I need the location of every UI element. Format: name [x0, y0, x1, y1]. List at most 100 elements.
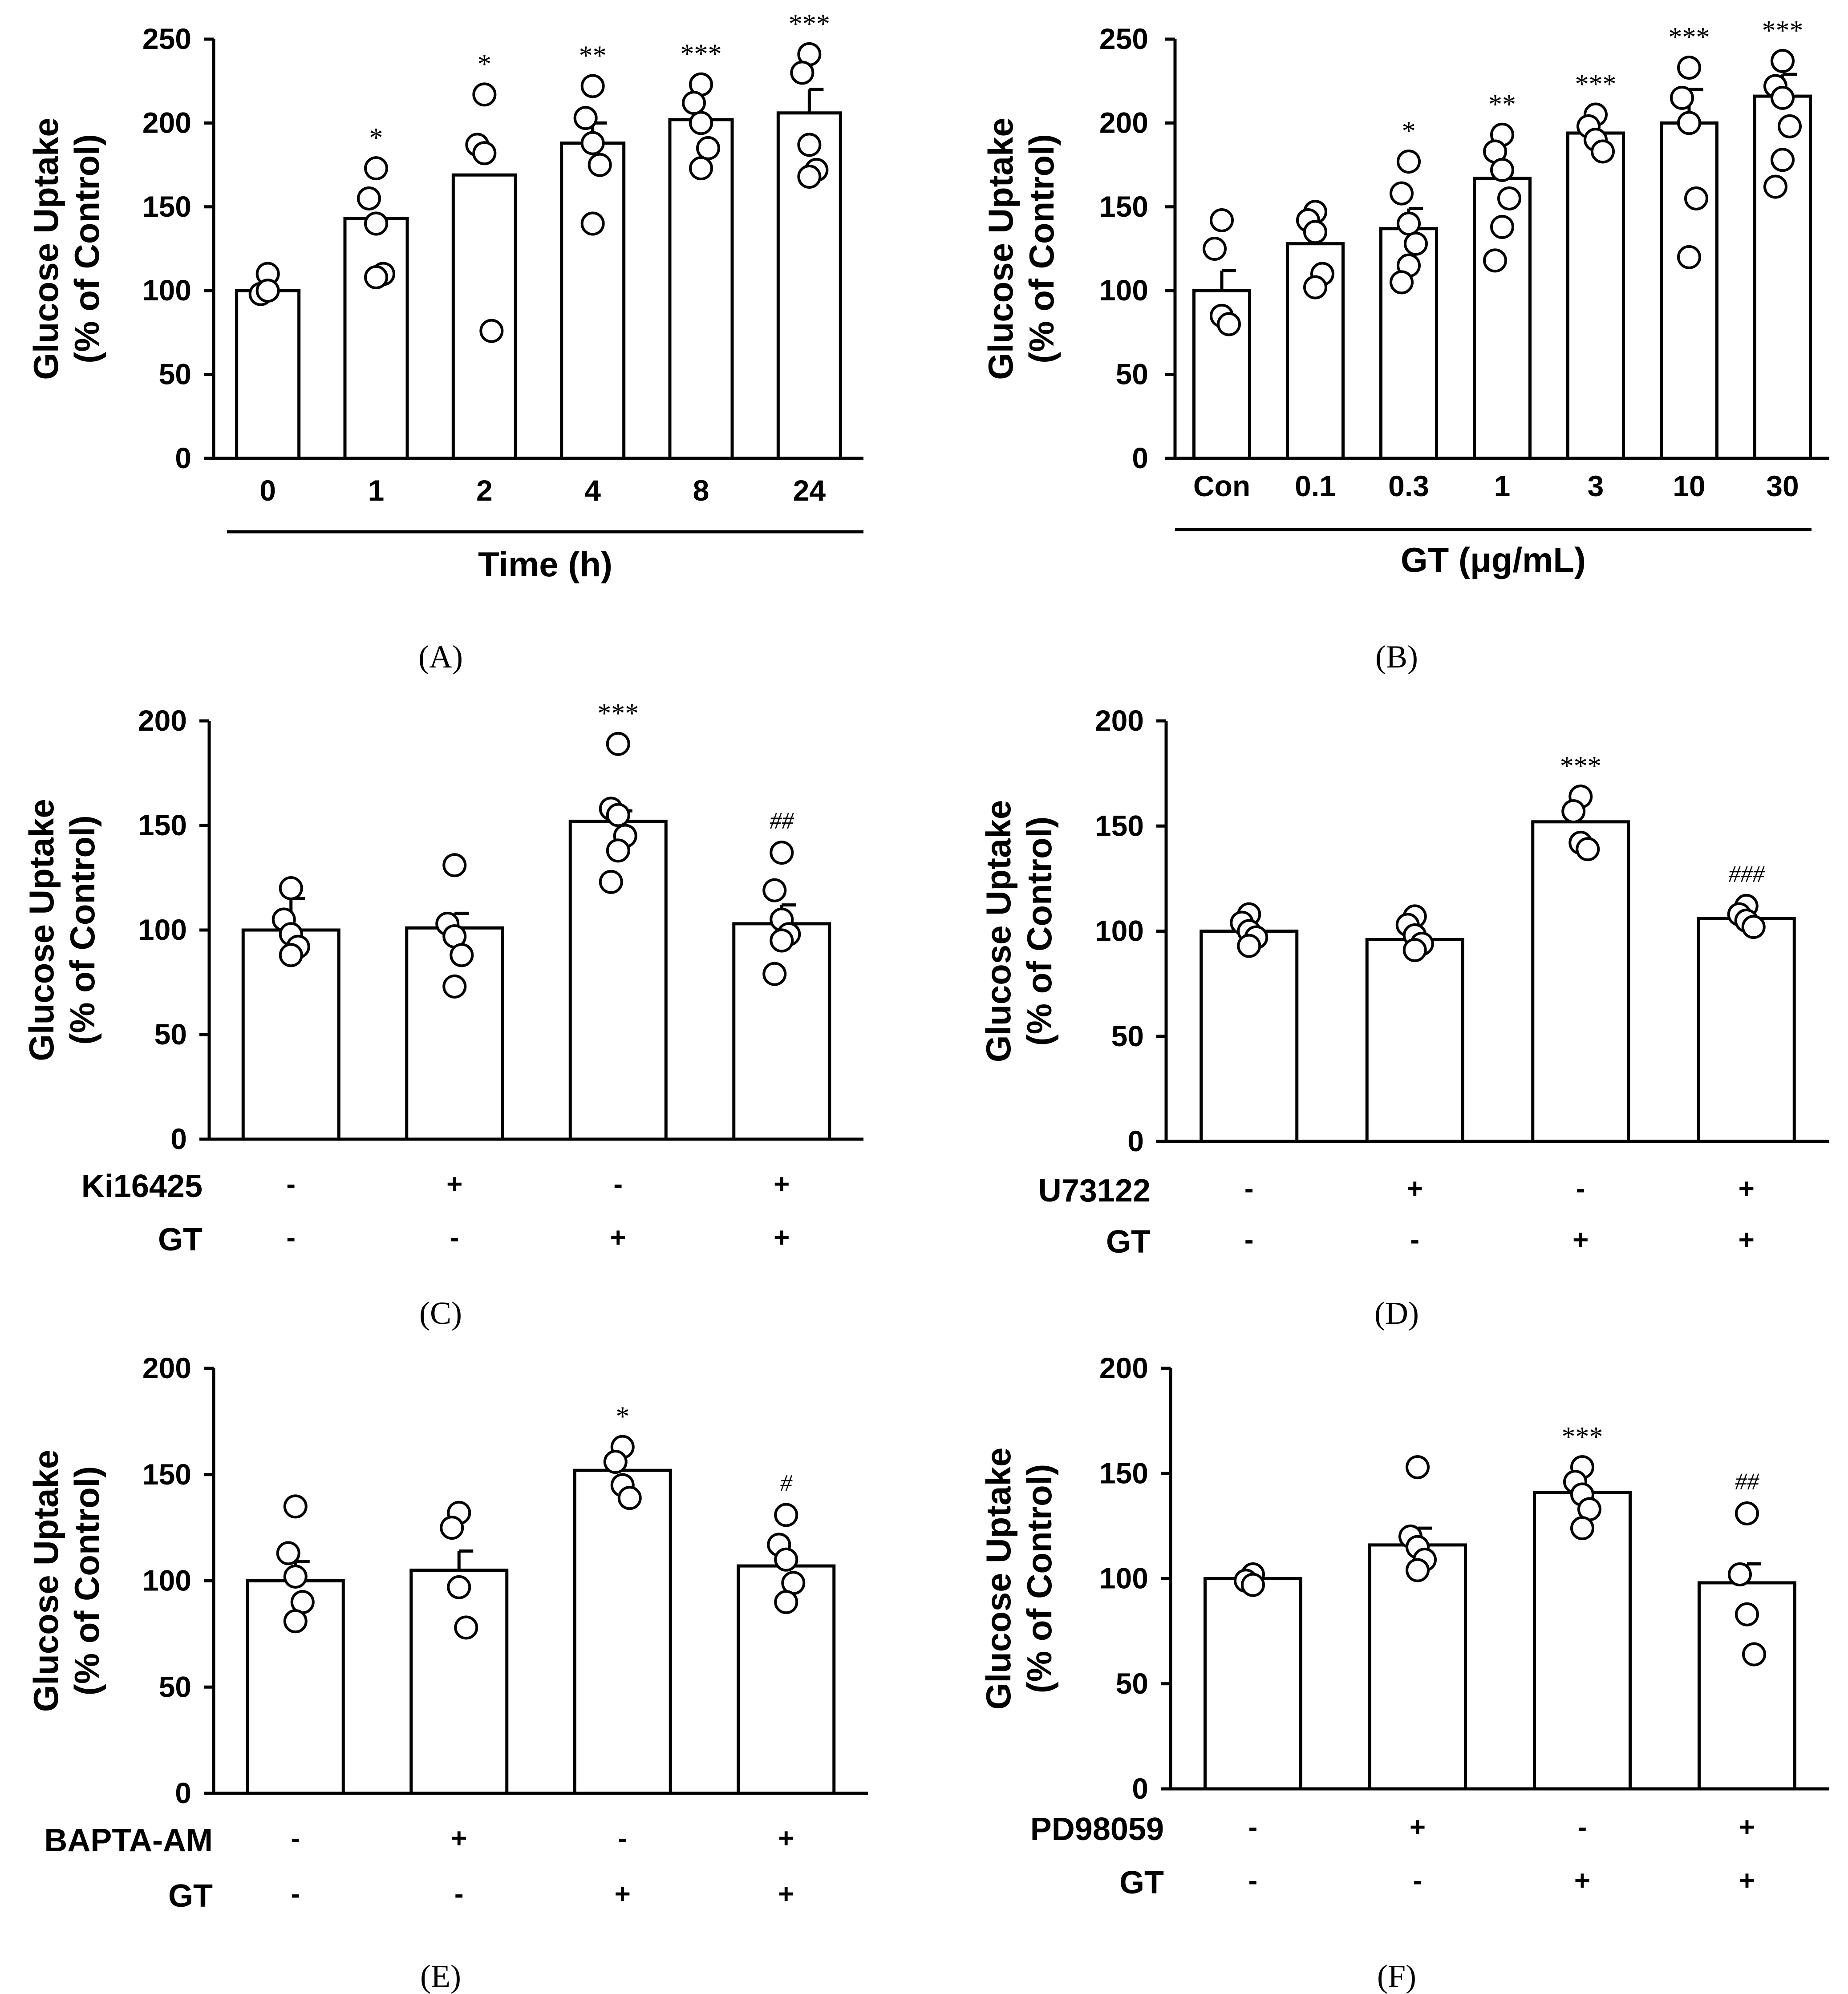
- bar: [732, 922, 831, 1141]
- y-tick-label: 100: [1099, 274, 1148, 307]
- data-point: [440, 1516, 464, 1540]
- y-tick-label: 50: [159, 358, 191, 391]
- data-point: [774, 1547, 798, 1572]
- treatment-sign: -: [1410, 1225, 1419, 1255]
- treatment-sign: -: [291, 1879, 300, 1909]
- x-tick-label: 10: [1673, 469, 1705, 502]
- data-point: [447, 1575, 471, 1599]
- data-point: [1763, 174, 1787, 199]
- treatment-sign: +: [446, 1169, 462, 1200]
- significance-label: *: [478, 49, 491, 79]
- treatment-sign: +: [615, 1879, 631, 1909]
- y-axis-title: Glucose Uptake: [26, 117, 65, 380]
- y-tick-label: 0: [1132, 441, 1148, 474]
- significance-label: ***: [1575, 69, 1617, 100]
- data-point: [283, 1494, 308, 1519]
- y-axis-title: (% of Control): [1022, 134, 1061, 364]
- significance-label: #: [780, 1469, 793, 1496]
- treatment-sign: +: [774, 1222, 790, 1253]
- treatment-label: GT: [158, 1222, 203, 1258]
- significance-label: ***: [789, 9, 830, 39]
- y-axis-title: Glucose Uptake: [22, 799, 61, 1061]
- data-point: [573, 106, 598, 130]
- y-tick-label: 200: [1095, 704, 1144, 737]
- chart-panel-f: 0 50 100 150 200 Glucose Uptake (% of Control)…: [979, 1351, 1829, 1994]
- data-point: [606, 732, 630, 756]
- panel-label: (E): [420, 1958, 461, 1994]
- data-point: [580, 211, 605, 236]
- chart-panel-a: 0 50 100 150 200 250 Glucose Uptake (% of Contr…: [26, 9, 863, 675]
- data-point: [1742, 1642, 1766, 1666]
- significance-label: *: [369, 123, 383, 153]
- panel-label: (B): [1375, 639, 1418, 675]
- data-point: [774, 1503, 798, 1527]
- data-point: [770, 841, 794, 865]
- data-point: [442, 853, 467, 878]
- data-point: [617, 1486, 642, 1510]
- significance-label: ***: [597, 699, 639, 729]
- data-point: [255, 279, 280, 303]
- y-tick-label: 150: [142, 1458, 191, 1491]
- treatment-sign: +: [774, 1169, 790, 1200]
- treatment-sign: +: [1410, 1812, 1426, 1843]
- treatment-label: GT: [1106, 1224, 1151, 1260]
- data-point: [1561, 799, 1586, 824]
- treatment-sign: -: [1413, 1865, 1422, 1896]
- treatment-sign: -: [1244, 1225, 1254, 1255]
- data-point: [689, 111, 713, 135]
- treatment-sign: +: [778, 1823, 794, 1854]
- treatment-sign: -: [618, 1823, 627, 1854]
- data-point: [1217, 312, 1241, 336]
- significance-label: ***: [1762, 16, 1803, 46]
- data-point: [1390, 270, 1414, 295]
- y-tick-label: 150: [1099, 190, 1148, 223]
- treatment-sign: -: [286, 1222, 296, 1253]
- data-point: [606, 803, 630, 827]
- data-point: [279, 943, 303, 967]
- data-point: [1406, 1558, 1430, 1582]
- x-axis-title: Time (h): [478, 545, 612, 584]
- bar: [1368, 1543, 1467, 1791]
- data-point: [1778, 114, 1802, 138]
- panel-label: (C): [419, 1295, 462, 1331]
- data-point: [364, 156, 388, 181]
- bar: [560, 142, 626, 460]
- y-tick-label: 100: [138, 913, 187, 946]
- data-point: [762, 962, 787, 986]
- x-tick-label: 24: [793, 474, 826, 507]
- treatment-sign: -: [1244, 1173, 1254, 1204]
- data-point: [1771, 49, 1795, 73]
- bar: [451, 173, 517, 460]
- treatment-sign: -: [613, 1169, 623, 1200]
- bar: [1365, 938, 1464, 1143]
- data-point: [1570, 1516, 1594, 1541]
- data-point: [1497, 186, 1521, 210]
- y-axis-title: (% of Control): [67, 134, 106, 364]
- data-point: [472, 141, 497, 166]
- x-tick-label: 0.3: [1388, 469, 1429, 502]
- data-point: [1677, 245, 1701, 269]
- bar: [235, 289, 301, 460]
- y-axis-title: Glucose Uptake: [979, 800, 1018, 1063]
- data-point: [1677, 56, 1701, 80]
- y-tick-label: 0: [1132, 1772, 1148, 1805]
- chart-panel-e: 0 50 100 150 200 Glucose Uptake (% of Control)…: [26, 1351, 868, 1994]
- data-point: [1591, 139, 1615, 164]
- data-point: [797, 164, 822, 189]
- data-point: [580, 131, 605, 155]
- x-tick-label: 0.1: [1295, 469, 1336, 502]
- y-tick-label: 250: [1099, 22, 1148, 55]
- data-point: [1241, 1573, 1265, 1597]
- treatment-sign: -: [454, 1879, 464, 1909]
- treatment-label: GT: [1119, 1865, 1164, 1901]
- data-point: [606, 838, 630, 863]
- treatment-label: GT: [168, 1878, 213, 1914]
- data-point: [762, 878, 787, 902]
- treatment-sign: +: [1572, 1225, 1589, 1255]
- treatment-label: BAPTA-AM: [44, 1823, 213, 1858]
- data-point: [1210, 208, 1234, 232]
- y-tick-label: 50: [159, 1670, 191, 1703]
- data-point: [1397, 211, 1421, 236]
- bar: [1531, 820, 1630, 1143]
